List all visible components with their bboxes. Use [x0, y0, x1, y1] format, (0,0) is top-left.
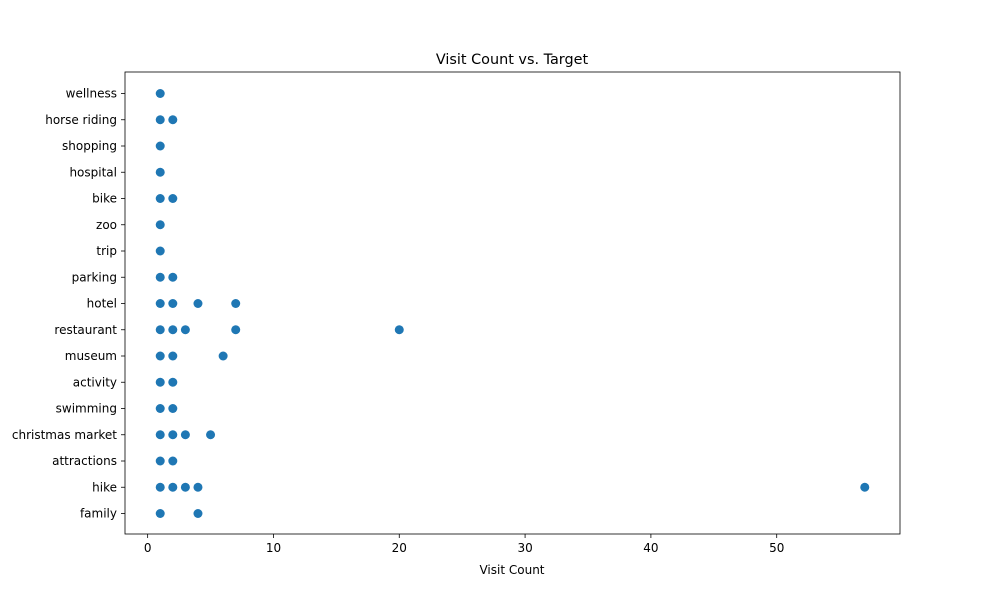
data-point: [155, 404, 165, 413]
x-tick-label: 0: [144, 541, 152, 555]
data-point: [231, 325, 241, 335]
data-point: [155, 430, 165, 440]
data-point: [155, 246, 165, 256]
data-point: [155, 377, 165, 387]
data-point: [168, 456, 178, 466]
data-point: [168, 115, 178, 125]
y-tick-label: parking: [72, 270, 117, 284]
data-point: [155, 141, 165, 151]
plot-frame: [124, 71, 901, 535]
data-point: [231, 299, 241, 308]
data-point: [206, 430, 216, 440]
data-point: [168, 194, 178, 203]
data-point: [155, 220, 165, 230]
y-tick-label: hotel: [87, 297, 117, 311]
y-tick-label: christmas market: [12, 428, 117, 442]
x-tick-label: 10: [266, 541, 281, 555]
x-tick-label: 40: [643, 541, 658, 555]
y-tick-label: zoo: [96, 218, 117, 232]
x-tick-label: 20: [392, 541, 407, 555]
data-point: [155, 351, 165, 361]
data-point: [168, 377, 178, 387]
y-tick-label: wellness: [66, 87, 117, 101]
data-point: [168, 430, 178, 440]
data-point: [168, 482, 178, 492]
data-point: [168, 351, 178, 361]
data-point: [155, 272, 165, 282]
data-point: [168, 299, 178, 308]
data-point: [155, 167, 165, 177]
data-point: [155, 456, 165, 466]
data-point: [193, 509, 203, 518]
x-axis-ticks: 0 10 20 30 40 50: [144, 534, 784, 555]
data-point: [155, 482, 165, 492]
data-point: [155, 194, 165, 203]
data-point: [155, 299, 165, 308]
data-point: [180, 482, 190, 492]
y-tick-label: swimming: [56, 402, 117, 416]
x-tick-label: 30: [517, 541, 532, 555]
y-tick-label: hike: [92, 480, 117, 494]
y-tick-label: hospital: [69, 165, 117, 179]
y-tick-label: family: [80, 507, 117, 521]
data-points: [155, 89, 870, 518]
y-tick-label: horse riding: [45, 113, 117, 127]
chart-title: Visit Count vs. Target: [436, 52, 589, 68]
x-axis-label: Visit Count: [479, 563, 544, 577]
data-point: [218, 351, 228, 361]
data-point: [180, 325, 190, 335]
data-point: [155, 89, 165, 98]
data-point: [193, 482, 203, 492]
data-point: [180, 430, 190, 440]
y-tick-label: activity: [73, 375, 117, 389]
y-tick-label: shopping: [62, 139, 117, 153]
y-tick-label: bike: [92, 192, 117, 206]
data-point: [394, 325, 404, 335]
data-point: [155, 325, 165, 335]
y-axis-ticks: family hike attractions christmas market swi…: [12, 87, 125, 521]
x-tick-label: 50: [769, 541, 784, 555]
data-point: [168, 325, 178, 335]
y-tick-label: museum: [65, 349, 117, 363]
y-tick-label: restaurant: [54, 323, 117, 337]
data-point: [155, 509, 165, 518]
y-tick-label: trip: [96, 244, 117, 258]
data-point: [155, 115, 165, 125]
data-point: [193, 299, 203, 308]
y-tick-label: attractions: [52, 454, 117, 468]
data-point: [168, 404, 178, 413]
data-point: [860, 482, 870, 492]
data-point: [168, 272, 178, 282]
